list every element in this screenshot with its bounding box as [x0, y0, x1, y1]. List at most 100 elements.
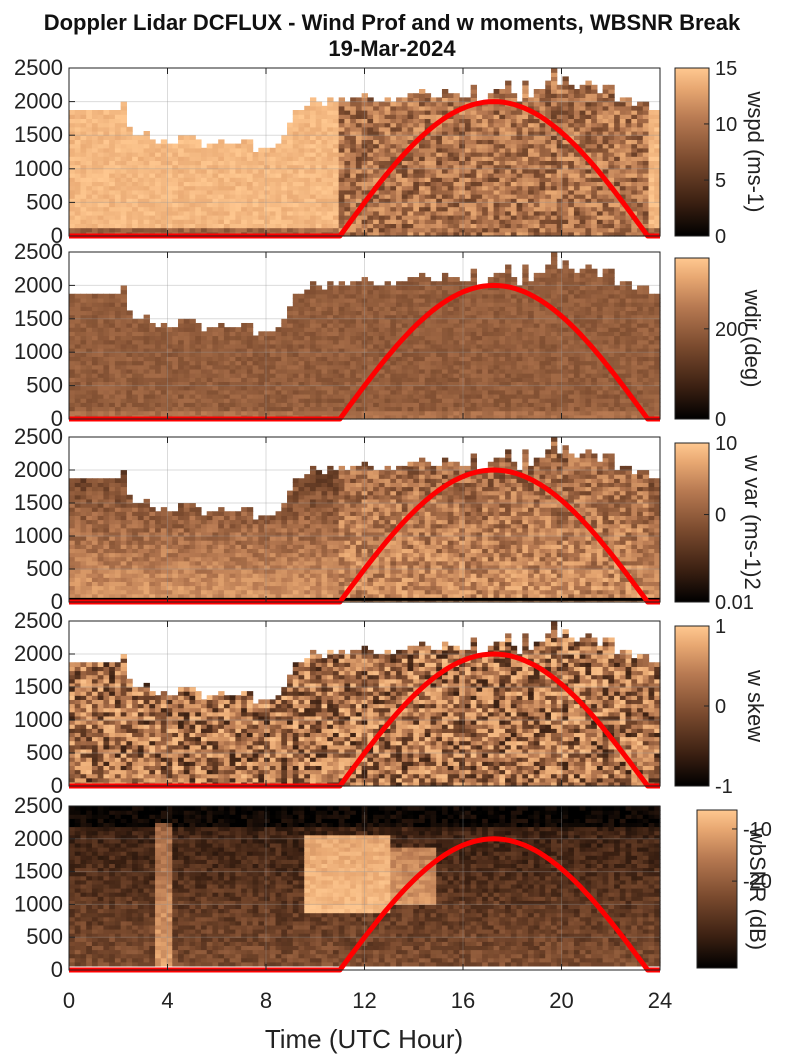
heatmap-cell: [338, 206, 346, 212]
heatmap-cell: [109, 118, 116, 124]
heatmap-cell: [390, 181, 397, 187]
heatmap-cell: [355, 352, 363, 357]
heatmap-cell: [143, 348, 150, 353]
heatmap-cell: [298, 310, 305, 316]
heatmap-cell: [281, 206, 288, 212]
heatmap-cell: [591, 101, 598, 107]
heatmap-cell: [309, 219, 317, 224]
heatmap-cell: [539, 164, 546, 170]
heatmap-cell: [183, 147, 191, 153]
heatmap-cell: [143, 377, 150, 383]
heatmap-cell: [109, 152, 116, 157]
heatmap-cell: [459, 189, 466, 195]
heatmap-cell: [361, 302, 368, 307]
heatmap-cell: [218, 356, 225, 362]
heatmap-cell: [315, 356, 323, 362]
heatmap-cell: [407, 277, 414, 282]
heatmap-cell: [315, 156, 323, 161]
heatmap-cell: [453, 215, 460, 220]
heatmap-cell: [218, 373, 225, 378]
heatmap-cell: [332, 327, 340, 332]
heatmap-cell: [315, 177, 323, 182]
heatmap-cell: [114, 410, 122, 416]
heatmap-cell: [298, 227, 305, 233]
heatmap-cell: [223, 352, 231, 357]
heatmap-cell: [631, 194, 638, 199]
heatmap-cell: [510, 231, 518, 237]
heatmap-cell: [453, 219, 460, 224]
heatmap-cell: [327, 114, 334, 119]
heatmap-cell: [384, 198, 391, 203]
heatmap-cell: [309, 143, 317, 149]
heatmap-cell: [235, 202, 242, 208]
heatmap-cell: [378, 327, 386, 332]
heatmap-cell: [573, 160, 581, 166]
heatmap-cell: [229, 147, 236, 153]
heatmap-cell: [212, 398, 219, 403]
heatmap-cell: [166, 173, 173, 178]
heatmap-cell: [321, 168, 328, 174]
heatmap-cell: [401, 168, 409, 174]
heatmap-cell: [424, 306, 432, 312]
heatmap-cell: [367, 331, 374, 337]
heatmap-cell: [614, 152, 621, 157]
heatmap-cell: [315, 164, 323, 170]
heatmap-cell: [287, 364, 294, 370]
heatmap-cell: [206, 227, 214, 233]
heatmap-cell: [396, 231, 403, 237]
heatmap-cell: [200, 331, 208, 337]
heatmap-cell: [533, 181, 541, 187]
heatmap-cell: [321, 156, 328, 161]
heatmap-cell: [568, 223, 575, 229]
heatmap-cell: [401, 231, 409, 237]
heatmap-cell: [327, 327, 334, 332]
heatmap-cell: [602, 210, 609, 216]
heatmap-cell: [344, 164, 351, 170]
heatmap-cell: [631, 147, 638, 153]
heatmap-cell: [591, 156, 598, 161]
heatmap-cell: [338, 389, 346, 395]
heatmap-cell: [568, 173, 575, 178]
heatmap-cell: [424, 101, 432, 107]
heatmap-cell: [109, 173, 116, 178]
heatmap-cell: [80, 198, 87, 203]
heatmap-cell: [178, 135, 185, 140]
heatmap-cell: [522, 89, 529, 94]
heatmap-cell: [361, 152, 368, 157]
heatmap-cell: [413, 327, 420, 332]
heatmap-cell: [378, 194, 386, 199]
heatmap-cell: [619, 110, 627, 115]
heatmap-cell: [430, 181, 437, 187]
heatmap-cell: [447, 194, 455, 199]
heatmap-cell: [419, 185, 426, 191]
heatmap-cell: [183, 160, 191, 166]
heatmap-cell: [264, 410, 271, 416]
heatmap-cell: [602, 126, 609, 132]
heatmap-cell: [132, 398, 139, 403]
heatmap-cell: [533, 206, 541, 212]
heatmap-cell: [109, 343, 116, 349]
heatmap-cell: [149, 322, 156, 328]
heatmap-cell: [309, 343, 317, 349]
heatmap-cell: [80, 114, 87, 119]
heatmap-cell: [413, 339, 420, 345]
heatmap-cell: [625, 202, 632, 208]
colorbar-tick-label: 10: [715, 114, 737, 136]
heatmap-cell: [424, 202, 432, 208]
heatmap-cell: [143, 189, 150, 195]
heatmap-cell: [172, 364, 179, 370]
heatmap-cell: [212, 194, 219, 199]
heatmap-cell: [287, 168, 294, 174]
heatmap-cell: [499, 223, 506, 229]
heatmap-cell: [309, 398, 317, 403]
heatmap-cell: [137, 152, 145, 157]
heatmap-cell: [137, 343, 145, 349]
heatmap-cell: [355, 385, 363, 391]
heatmap-cell: [91, 164, 99, 170]
heatmap-cell: [648, 156, 655, 161]
heatmap-cell: [74, 118, 82, 124]
heatmap-cell: [608, 168, 615, 174]
heatmap-cell: [189, 177, 196, 182]
heatmap-cell: [327, 335, 334, 341]
